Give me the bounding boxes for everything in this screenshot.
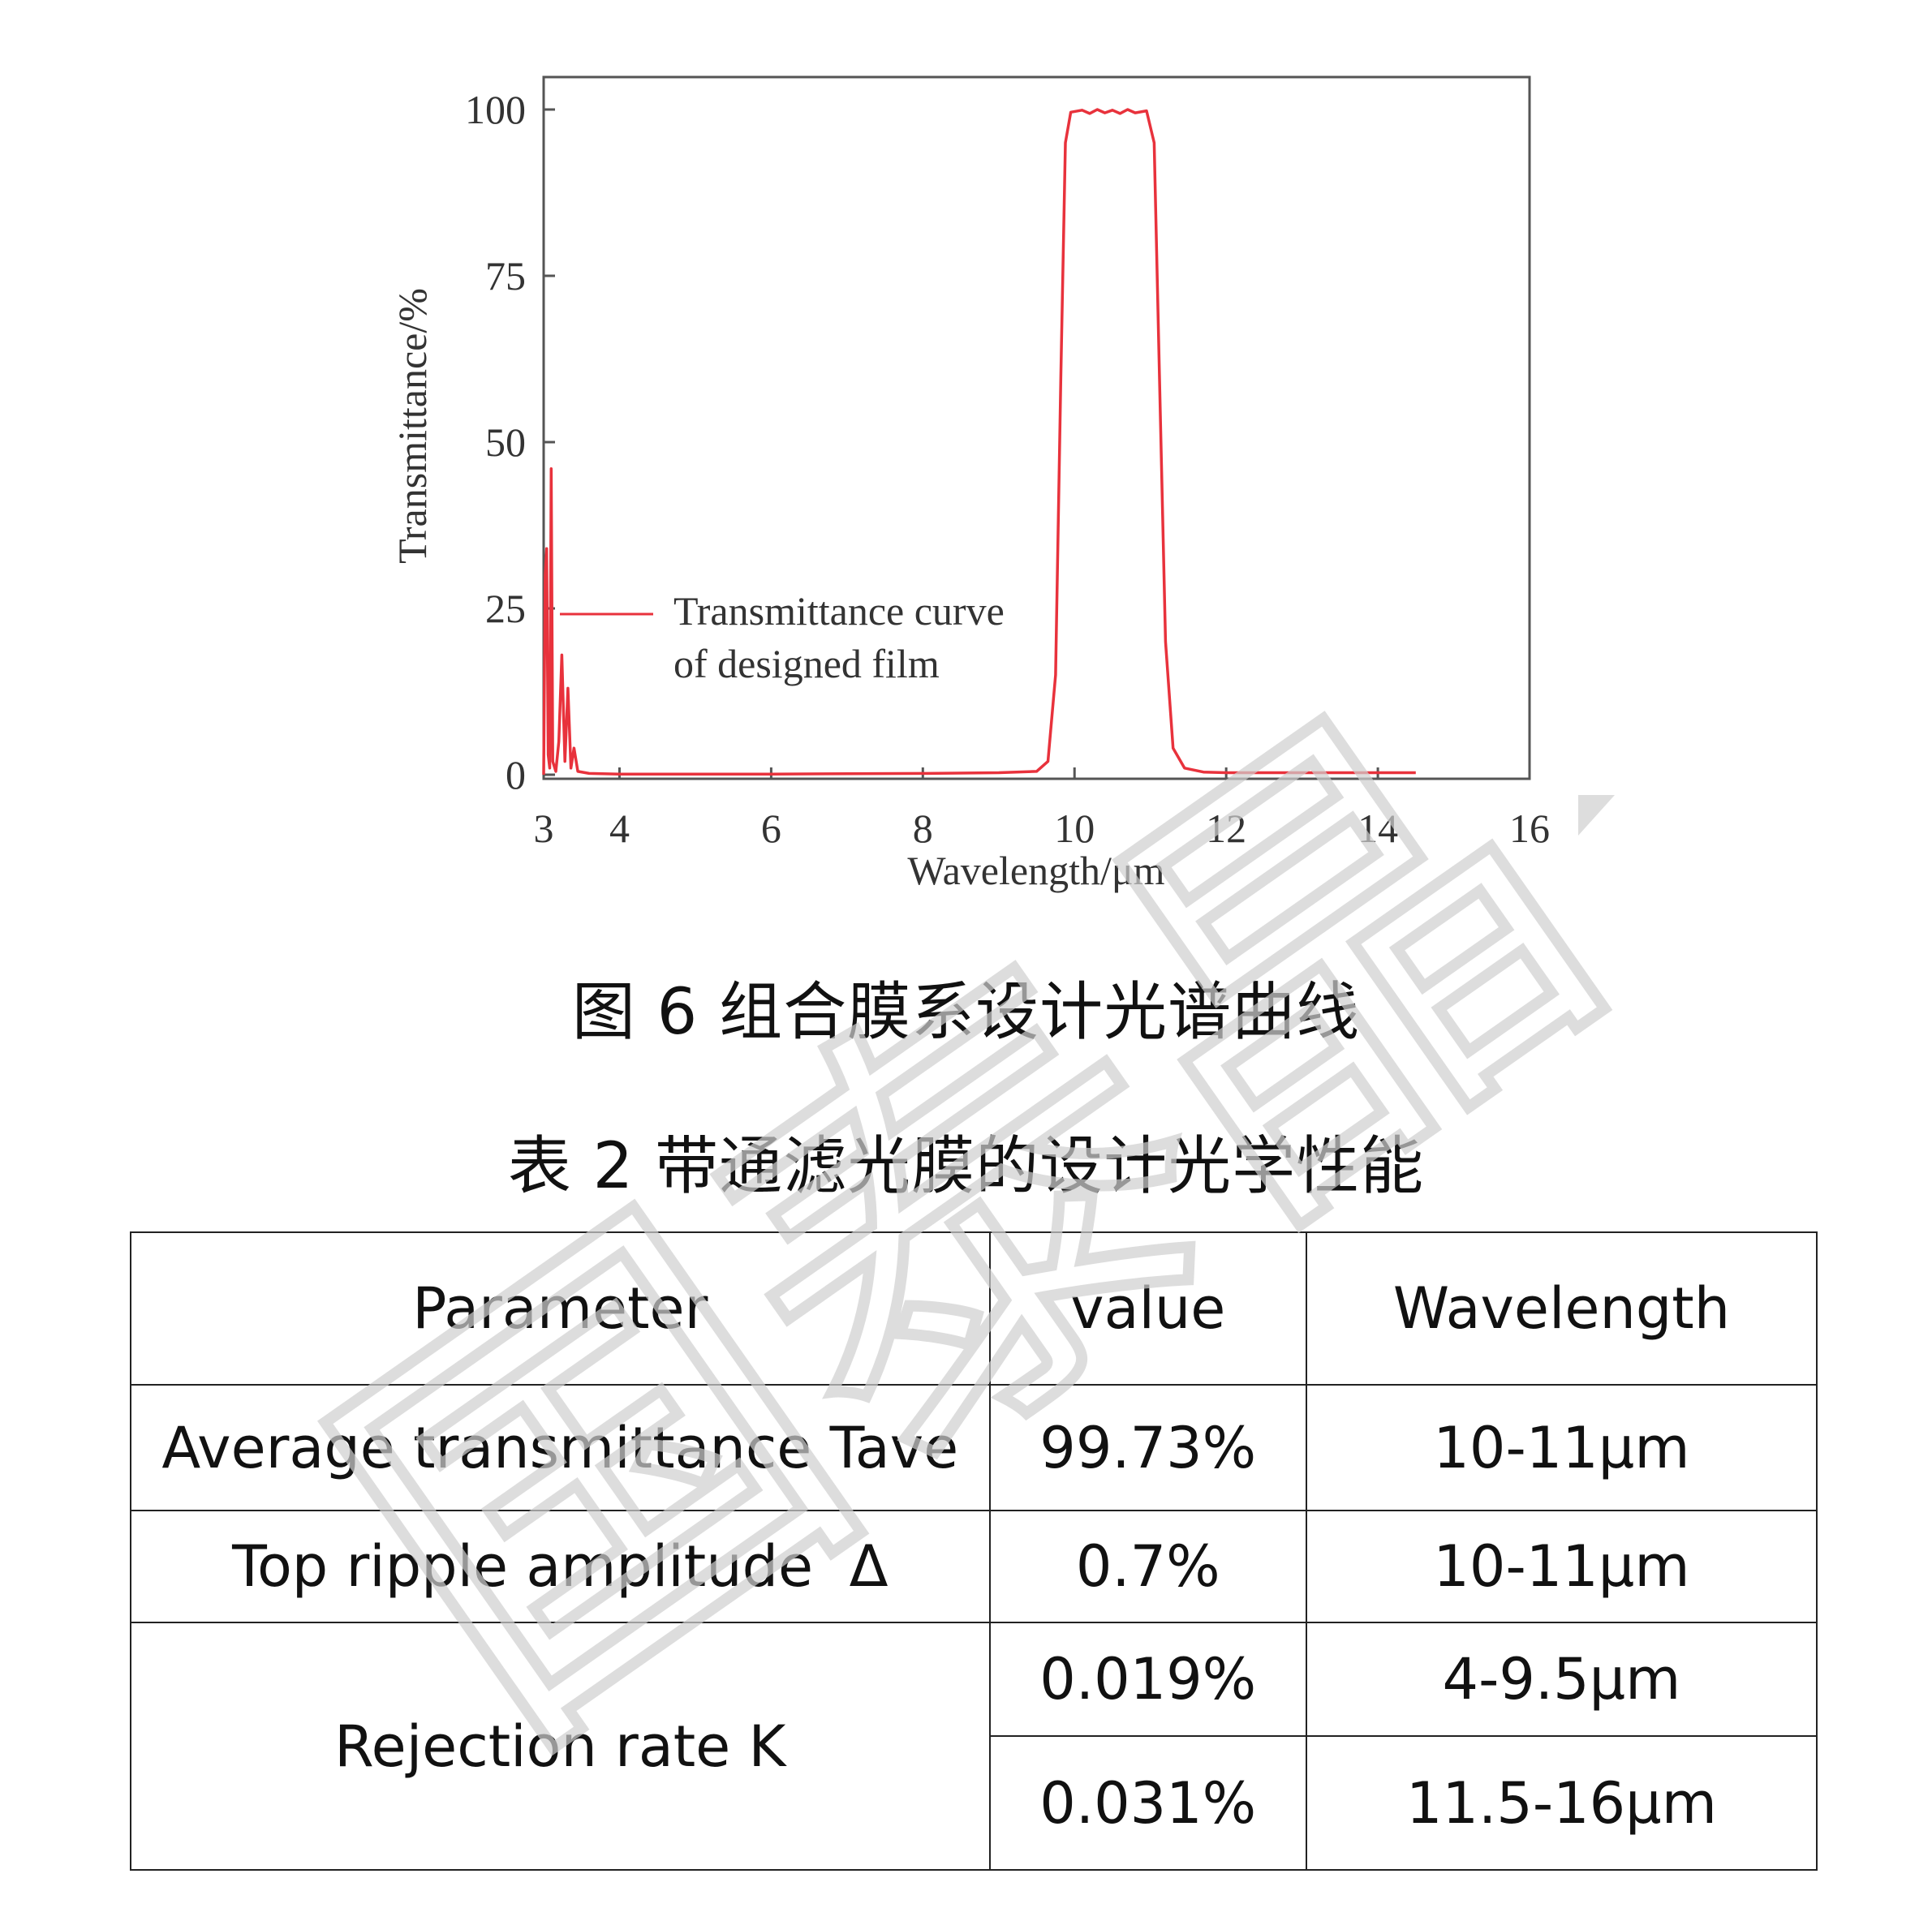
cell-parameter: Average transmittance Tave [130,1384,991,1511]
cell-wavelength: 4-9.5μm [1305,1622,1818,1737]
x-tick-label: 10 [1054,806,1095,851]
cell-value: 0.019% [988,1622,1307,1737]
legend-label-line2: of designed film [673,641,940,686]
x-tick-label: 14 [1358,806,1398,851]
x-tick-label: 6 [761,806,781,851]
cell-wavelength: 10-11μm [1305,1384,1818,1511]
legend-label-line1: Transmittance curve [673,588,1005,634]
cell-wavelength: 10-11μm [1305,1510,1818,1623]
figure-caption: 图 6 组合膜系设计光谱曲线 [571,976,1361,1049]
x-tick-label: 4 [609,806,630,851]
table-header-row: Parameter value Wavelength [130,1231,1818,1386]
y-tick-label: 100 [465,87,526,132]
cell-value: 0.7% [988,1510,1307,1623]
page-corner-triangle [1578,795,1615,836]
cell-parameter: Rejection rate K [130,1622,991,1871]
cell-value: 99.73% [988,1384,1307,1511]
header-parameter: Parameter [130,1231,991,1386]
header-value: value [988,1231,1307,1386]
table-row: Average transmittance Tave 99.73% 10-11μ… [130,1384,1818,1511]
y-tick-label: 0 [506,752,526,797]
table-row: 0.031% 11.5-16μm [131,1735,1818,1871]
x-tick-label: 12 [1206,806,1246,851]
header-wavelength: Wavelength [1305,1231,1818,1386]
cell-wavelength: 11.5-16μm [1305,1735,1818,1871]
x-tick-label: 3 [534,806,554,851]
transmittance-chart: 3 4 6 8 10 12 14 16 0 25 50 75 100 Transmittance cur… [389,75,1615,893]
y-tick-label: 50 [485,419,526,465]
optical-performance-table: Parameter value Wavelength Average trans… [130,1231,1818,1871]
plot-frame [542,75,1531,780]
table-row: Rejection rate K 0.019% 4-9.5μm [130,1622,1818,1871]
x-tick-label: 8 [913,806,933,851]
y-tick-label: 25 [485,586,526,631]
table-row: Top ripple amplitude Δ 0.7% 10-11μm [130,1510,1818,1623]
cell-parameter: Top ripple amplitude Δ [130,1510,991,1623]
table-caption: 表 2 带通滤光膜的设计光学性能 [507,1130,1425,1203]
cell-value: 0.031% [988,1735,1307,1871]
y-axis-label: Transmittance/% [389,288,435,564]
series-line [542,108,1416,776]
y-tick-label: 75 [485,253,526,299]
x-axis-label: Wavelength/μm [907,848,1164,893]
x-tick-label: 16 [1509,806,1550,851]
